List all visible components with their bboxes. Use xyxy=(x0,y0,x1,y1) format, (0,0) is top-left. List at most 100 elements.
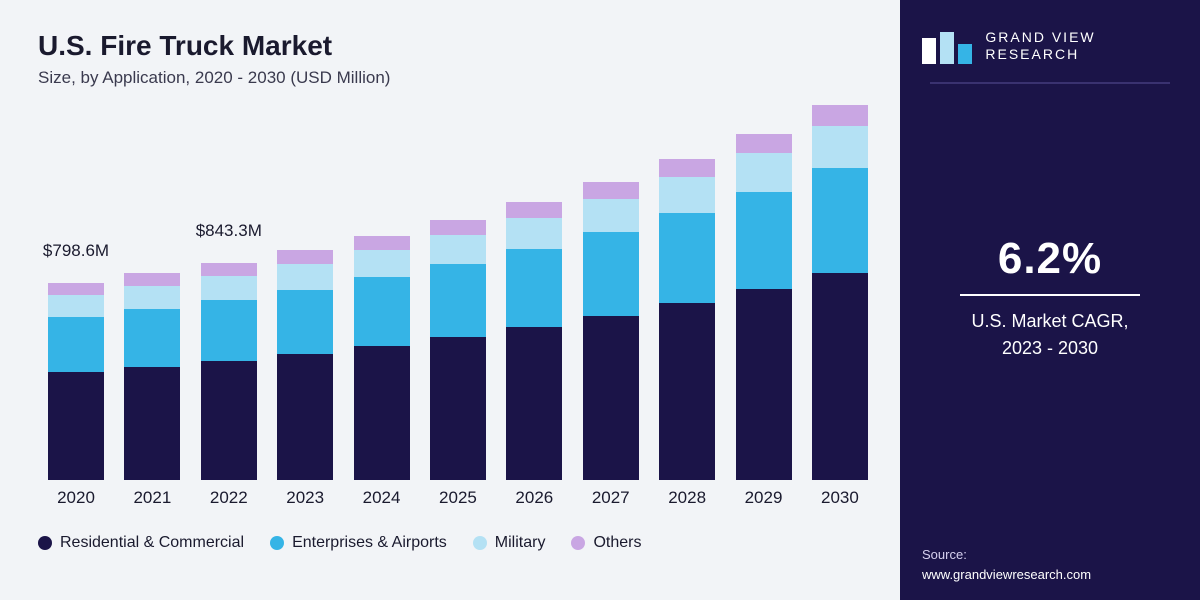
bar-segment xyxy=(201,361,257,480)
bar-segment xyxy=(277,264,333,290)
bar-container: $798.6M $843.3M xyxy=(38,110,878,480)
legend-item: Others xyxy=(571,534,641,552)
chart-title: U.S. Fire Truck Market xyxy=(38,30,872,62)
bar-segment xyxy=(736,134,792,153)
x-axis-label: 2020 xyxy=(38,488,114,508)
x-axis-label: 2027 xyxy=(573,488,649,508)
bar-segment xyxy=(124,273,180,286)
legend-label: Military xyxy=(495,534,546,552)
bar-segment xyxy=(48,317,104,372)
bar-segment xyxy=(659,213,715,303)
bar-segment xyxy=(506,218,562,249)
bar-stack xyxy=(583,182,639,480)
bar-segment xyxy=(277,250,333,264)
bar-segment xyxy=(812,273,868,480)
bar-value-label: $798.6M xyxy=(43,241,109,261)
bar-segment xyxy=(736,192,792,289)
legend-item: Residential & Commercial xyxy=(38,534,244,552)
legend-item: Military xyxy=(473,534,546,552)
bar-segment xyxy=(124,286,180,309)
bar-segment xyxy=(506,249,562,327)
x-axis-label: 2023 xyxy=(267,488,343,508)
bar-col xyxy=(267,250,343,480)
bar-segment xyxy=(124,367,180,480)
bar-segment xyxy=(506,202,562,218)
bar-segment xyxy=(583,232,639,316)
chart-panel: U.S. Fire Truck Market Size, by Applicat… xyxy=(0,0,900,600)
bar-segment xyxy=(430,264,486,337)
bar-stack xyxy=(277,250,333,480)
legend-swatch-icon xyxy=(473,536,487,550)
side-divider xyxy=(930,82,1170,84)
x-axis-label: 2030 xyxy=(802,488,878,508)
bar-segment xyxy=(354,236,410,250)
bar-col xyxy=(496,202,572,480)
plot-area: $798.6M $843.3M xyxy=(38,110,878,480)
cagr-label-line1: U.S. Market CAGR, xyxy=(971,311,1128,331)
bar-segment xyxy=(583,199,639,232)
bar-col: $843.3M xyxy=(191,263,267,480)
x-axis-label: 2022 xyxy=(191,488,267,508)
bar-stack xyxy=(659,159,715,480)
x-axis-label: 2026 xyxy=(496,488,572,508)
brand-logo: GRAND VIEW RESEARCH xyxy=(922,28,1178,64)
x-axis-label: 2025 xyxy=(420,488,496,508)
bar-col xyxy=(344,236,420,480)
bar-value-label: $843.3M xyxy=(196,221,262,241)
bar-col xyxy=(420,220,496,480)
bar-segment xyxy=(659,159,715,177)
bar-segment xyxy=(430,337,486,480)
bar-segment xyxy=(124,309,180,367)
bar-segment xyxy=(659,303,715,480)
brand-mark-icon xyxy=(922,28,973,64)
bar-col: $798.6M xyxy=(38,283,114,480)
bar-stack xyxy=(736,134,792,480)
bar-segment xyxy=(48,372,104,480)
bar-col xyxy=(573,182,649,480)
legend-swatch-icon xyxy=(38,536,52,550)
side-panel: GRAND VIEW RESEARCH 6.2% U.S. Market CAG… xyxy=(900,0,1200,600)
bar-stack xyxy=(430,220,486,480)
x-axis-label: 2028 xyxy=(649,488,725,508)
source-block: Source: www.grandviewresearch.com xyxy=(922,545,1091,584)
bar-stack xyxy=(354,236,410,480)
bar-stack xyxy=(201,263,257,480)
bar-segment xyxy=(48,283,104,295)
cagr-value: 6.2% xyxy=(960,234,1140,284)
chart-subtitle: Size, by Application, 2020 - 2030 (USD M… xyxy=(38,68,872,88)
bar-segment xyxy=(736,289,792,480)
bar-segment xyxy=(736,153,792,192)
x-axis-label: 2024 xyxy=(344,488,420,508)
bar-segment xyxy=(583,182,639,199)
x-axis-labels: 2020202120222023202420252026202720282029… xyxy=(38,488,878,508)
bar-segment xyxy=(277,290,333,354)
legend-label: Others xyxy=(593,534,641,552)
bar-col xyxy=(114,273,190,480)
bar-segment xyxy=(354,277,410,346)
bar-segment xyxy=(201,276,257,300)
legend-swatch-icon xyxy=(571,536,585,550)
bar-col xyxy=(649,159,725,480)
cagr-label: U.S. Market CAGR, 2023 - 2030 xyxy=(960,308,1140,362)
bar-stack xyxy=(48,283,104,480)
bar-col xyxy=(802,105,878,480)
x-axis-label: 2029 xyxy=(726,488,802,508)
cagr-block: 6.2% U.S. Market CAGR, 2023 - 2030 xyxy=(960,234,1140,362)
legend-item: Enterprises & Airports xyxy=(270,534,447,552)
x-axis-label: 2021 xyxy=(114,488,190,508)
bar-stack xyxy=(124,273,180,480)
bar-segment xyxy=(430,235,486,264)
bar-stack xyxy=(506,202,562,480)
bar-segment xyxy=(430,220,486,235)
source-url: www.grandviewresearch.com xyxy=(922,565,1091,585)
legend: Residential & Commercial Enterprises & Ai… xyxy=(38,534,872,552)
bar-segment xyxy=(48,295,104,317)
legend-label: Residential & Commercial xyxy=(60,534,244,552)
bar-segment xyxy=(354,250,410,277)
brand-name: GRAND VIEW RESEARCH xyxy=(985,29,1178,63)
bar-segment xyxy=(659,177,715,213)
source-header: Source: xyxy=(922,545,1091,565)
bar-segment xyxy=(201,300,257,361)
bar-segment xyxy=(506,327,562,480)
bar-segment xyxy=(354,346,410,480)
